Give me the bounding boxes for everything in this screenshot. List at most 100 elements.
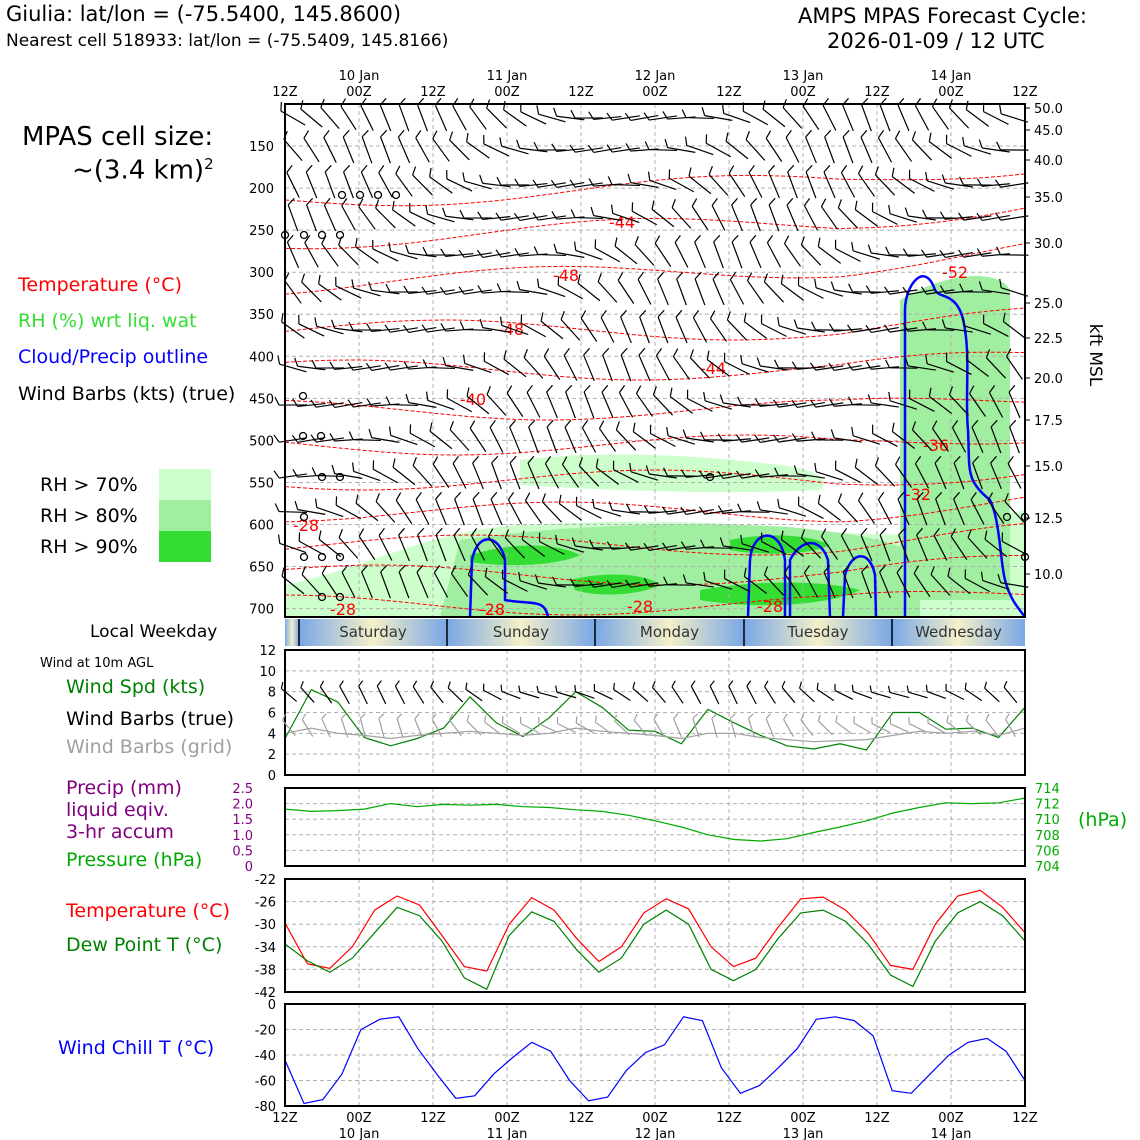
barb-shaft: [576, 722, 594, 734]
wind-barb-flag: [916, 527, 923, 536]
wind-barb-shaft: [432, 464, 450, 488]
wind-barb-flag: [347, 399, 354, 408]
wind-barb-flag: [811, 431, 817, 441]
wind-barb: [366, 323, 400, 333]
wind-barb: [632, 422, 657, 449]
wind-barb-shaft: [945, 327, 973, 333]
barb-shaft: [871, 691, 891, 699]
barb-flag: [653, 713, 659, 720]
barb-flag: [396, 713, 403, 719]
wind-barb-flag: [380, 129, 388, 138]
wind-barb: [577, 274, 601, 302]
wind-barb-flag: [865, 324, 872, 333]
wind-barb-flag: [731, 197, 738, 206]
wind-barb-shaft: [519, 289, 548, 295]
barb-flag: [746, 680, 752, 687]
wind-barb-flag: [703, 571, 706, 581]
wind-barb: [723, 352, 750, 375]
barb-shaft: [783, 719, 794, 737]
wind-barb-shaft: [445, 215, 474, 221]
wind-barb-flag: [848, 283, 854, 293]
wind-barb-flag: [617, 272, 624, 281]
wind-barb-shaft: [408, 326, 437, 334]
wind-barb: [682, 574, 714, 588]
altitude-tick-label: 40.0: [1034, 154, 1063, 169]
wind-barb: [378, 527, 393, 561]
surface-barb-true: [593, 683, 613, 700]
wind-barb-flag: [680, 469, 687, 478]
wind-barb: [499, 316, 529, 336]
surface-barb-grid: [501, 716, 520, 734]
barb-shaft: [908, 723, 928, 733]
wind-barb-shaft: [483, 143, 510, 157]
wind-barb-shaft: [909, 178, 935, 192]
wind-barb-shaft: [950, 536, 968, 560]
wind-barb: [888, 391, 918, 410]
wind-barb: [930, 566, 951, 596]
wind-barb-flag: [523, 349, 528, 358]
wind-barb-shaft: [426, 366, 456, 370]
wind-barb: [415, 130, 430, 163]
wind-barb: [756, 501, 788, 515]
wind-barb-flag: [780, 530, 784, 540]
wind-barb-shaft: [651, 208, 675, 228]
wind-barb-flag: [590, 206, 595, 216]
wind-barb-flag: [996, 141, 1002, 151]
rh-region: [900, 276, 1010, 600]
wind-barb: [802, 98, 820, 130]
wind-barb: [674, 234, 689, 268]
wind-barb-flag: [273, 470, 280, 479]
barb-flag: [651, 680, 656, 688]
top-hour-label: 12Z: [568, 85, 594, 100]
wind-barb: [643, 542, 677, 552]
wind-barb-flag: [908, 169, 911, 179]
barb-flag: [359, 713, 366, 719]
surface-barb-true: [376, 680, 387, 705]
barb-flag: [430, 680, 435, 688]
wind-barb: [828, 323, 862, 332]
wind-barb-shaft: [871, 326, 899, 334]
wind-barb-flag: [442, 356, 447, 366]
wind-barb: [684, 136, 714, 156]
wind-barb: [398, 527, 410, 562]
wind-barb-shaft: [797, 401, 825, 409]
wind-barb: [606, 112, 640, 121]
wind-barb: [885, 246, 918, 256]
barb-shaft: [340, 718, 349, 738]
wind-barb-flag: [516, 139, 521, 149]
wind-barb-flag: [358, 198, 364, 207]
wind-barb-shaft: [519, 214, 548, 222]
wind-barb: [291, 434, 326, 444]
wind-barb: [587, 579, 622, 588]
wind-barb: [459, 321, 493, 332]
wind-barb-shaft: [638, 354, 651, 382]
wind-barb-flag: [384, 324, 391, 333]
surface-barb-grid: [594, 715, 612, 735]
wind-barb-flag: [842, 564, 850, 573]
wind-barb-flag: [552, 576, 558, 586]
wind-barb-shaft: [655, 355, 671, 381]
wind-barb-flag: [294, 500, 299, 510]
wind-barb-flag: [860, 527, 868, 536]
wind-barb-shaft: [353, 470, 381, 482]
wind-barb-flag: [624, 112, 632, 121]
wind-barb-shaft: [842, 571, 854, 599]
wind-barb: [879, 527, 891, 562]
wind-barb: [306, 197, 317, 232]
wind-barb-shaft: [803, 572, 819, 598]
wind-barb-shaft: [634, 244, 655, 266]
barb-flag: [538, 717, 540, 724]
wind-barb-shaft: [303, 137, 320, 163]
wind-barb-flag: [415, 491, 422, 500]
wind-barb-shaft: [375, 501, 396, 523]
wind-barb: [516, 280, 548, 295]
surface-barb-grid: [889, 717, 909, 733]
wind-barb-shaft: [692, 317, 708, 343]
wind-barb: [634, 236, 655, 266]
wind-barb: [953, 491, 965, 526]
surface-barb-grid: [575, 716, 594, 734]
wind-barb-flag: [304, 235, 311, 244]
wind-barb: [398, 564, 410, 599]
wind-barb-flag: [610, 204, 614, 214]
wind-barb-shaft: [432, 138, 450, 162]
